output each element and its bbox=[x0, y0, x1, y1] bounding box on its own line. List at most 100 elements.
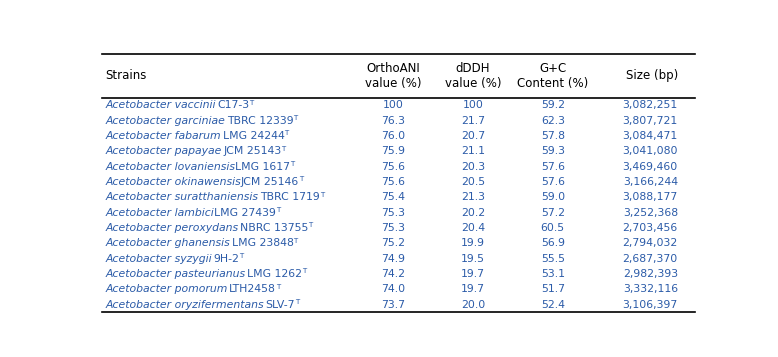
Text: Acetobacter papayae: Acetobacter papayae bbox=[105, 146, 222, 156]
Text: C17-3: C17-3 bbox=[217, 100, 250, 110]
Text: Acetobacter suratthaniensis: Acetobacter suratthaniensis bbox=[105, 192, 258, 202]
Text: T: T bbox=[293, 115, 298, 121]
Text: Acetobacter peroxydans: Acetobacter peroxydans bbox=[105, 223, 238, 233]
Text: LMG 27439: LMG 27439 bbox=[214, 208, 275, 218]
Text: T: T bbox=[282, 146, 286, 152]
Text: G+C: G+C bbox=[539, 62, 566, 75]
Text: Content (%): Content (%) bbox=[517, 77, 588, 90]
Text: dDDH: dDDH bbox=[456, 62, 490, 75]
Text: 59.2: 59.2 bbox=[541, 100, 565, 110]
Text: Acetobacter pomorum: Acetobacter pomorum bbox=[105, 284, 227, 294]
Text: Acetobacter garciniae: Acetobacter garciniae bbox=[105, 116, 225, 126]
Text: LMG 1617: LMG 1617 bbox=[235, 162, 290, 172]
Text: 2,687,370: 2,687,370 bbox=[622, 253, 678, 263]
Text: 2,982,393: 2,982,393 bbox=[622, 269, 678, 279]
Text: 73.7: 73.7 bbox=[381, 300, 405, 310]
Text: 76.3: 76.3 bbox=[381, 116, 405, 126]
Text: 74.9: 74.9 bbox=[381, 253, 405, 263]
Text: 2,703,456: 2,703,456 bbox=[622, 223, 678, 233]
Text: 3,469,460: 3,469,460 bbox=[622, 162, 678, 172]
Text: TBRC 1719: TBRC 1719 bbox=[260, 192, 320, 202]
Text: 3,252,368: 3,252,368 bbox=[622, 208, 678, 218]
Text: 9H-2: 9H-2 bbox=[213, 253, 240, 263]
Text: Acetobacter vaccinii: Acetobacter vaccinii bbox=[105, 100, 216, 110]
Text: 20.5: 20.5 bbox=[461, 177, 485, 187]
Text: 3,332,116: 3,332,116 bbox=[622, 284, 678, 294]
Text: T: T bbox=[276, 283, 280, 290]
Text: T: T bbox=[285, 130, 289, 136]
Text: T: T bbox=[295, 299, 300, 305]
Text: Strains: Strains bbox=[105, 69, 146, 82]
Text: Size (bp): Size (bp) bbox=[626, 69, 678, 82]
Text: LTH2458: LTH2458 bbox=[230, 284, 276, 294]
Text: 21.7: 21.7 bbox=[461, 116, 485, 126]
Text: Acetobacter ghanensis: Acetobacter ghanensis bbox=[105, 238, 230, 248]
Text: 3,041,080: 3,041,080 bbox=[622, 146, 678, 156]
Text: Acetobacter pasteurianus: Acetobacter pasteurianus bbox=[105, 269, 245, 279]
Text: Acetobacter oryzifermentans: Acetobacter oryzifermentans bbox=[105, 300, 264, 310]
Text: 62.3: 62.3 bbox=[541, 116, 565, 126]
Text: 59.0: 59.0 bbox=[541, 192, 565, 202]
Text: 75.6: 75.6 bbox=[381, 162, 405, 172]
Text: 59.3: 59.3 bbox=[541, 146, 565, 156]
Text: 20.2: 20.2 bbox=[461, 208, 485, 218]
Text: T: T bbox=[250, 100, 254, 106]
Text: LMG 23848: LMG 23848 bbox=[232, 238, 293, 248]
Text: 74.0: 74.0 bbox=[381, 284, 405, 294]
Text: Acetobacter lovaniensis: Acetobacter lovaniensis bbox=[105, 162, 235, 172]
Text: 100: 100 bbox=[462, 100, 483, 110]
Text: 20.3: 20.3 bbox=[461, 162, 485, 172]
Text: 100: 100 bbox=[383, 100, 404, 110]
Text: TBRC 12339: TBRC 12339 bbox=[226, 116, 293, 126]
Text: T: T bbox=[290, 161, 294, 167]
Text: 21.1: 21.1 bbox=[461, 146, 485, 156]
Text: T: T bbox=[275, 207, 280, 213]
Text: 74.2: 74.2 bbox=[381, 269, 405, 279]
Text: 57.2: 57.2 bbox=[541, 208, 565, 218]
Text: 3,082,251: 3,082,251 bbox=[622, 100, 678, 110]
Text: 19.5: 19.5 bbox=[461, 253, 485, 263]
Text: SLV-7: SLV-7 bbox=[265, 300, 295, 310]
Text: 76.0: 76.0 bbox=[381, 131, 405, 141]
Text: 20.0: 20.0 bbox=[461, 300, 485, 310]
Text: JCM 25143: JCM 25143 bbox=[223, 146, 282, 156]
Text: 53.1: 53.1 bbox=[541, 269, 565, 279]
Text: LMG 24244: LMG 24244 bbox=[223, 131, 285, 141]
Text: 57.6: 57.6 bbox=[541, 177, 565, 187]
Text: 75.3: 75.3 bbox=[381, 223, 405, 233]
Text: NBRC 13755: NBRC 13755 bbox=[240, 223, 308, 233]
Text: 75.9: 75.9 bbox=[381, 146, 405, 156]
Text: T: T bbox=[293, 237, 298, 243]
Text: 19.9: 19.9 bbox=[461, 238, 485, 248]
Text: Acetobacter fabarum: Acetobacter fabarum bbox=[105, 131, 221, 141]
Text: 21.3: 21.3 bbox=[461, 192, 485, 202]
Text: 75.4: 75.4 bbox=[381, 192, 405, 202]
Text: 19.7: 19.7 bbox=[461, 269, 485, 279]
Text: OrthoANI: OrthoANI bbox=[366, 62, 420, 75]
Text: LMG 1262: LMG 1262 bbox=[247, 269, 302, 279]
Text: Acetobacter syzygii: Acetobacter syzygii bbox=[105, 253, 212, 263]
Text: Acetobacter okinawensis: Acetobacter okinawensis bbox=[105, 177, 241, 187]
Text: 19.7: 19.7 bbox=[461, 284, 485, 294]
Text: 60.5: 60.5 bbox=[541, 223, 565, 233]
Text: T: T bbox=[320, 192, 324, 198]
Text: value (%): value (%) bbox=[365, 77, 421, 90]
Text: 57.6: 57.6 bbox=[541, 162, 565, 172]
Text: 52.4: 52.4 bbox=[541, 300, 565, 310]
Text: 75.6: 75.6 bbox=[381, 177, 405, 187]
Text: 56.9: 56.9 bbox=[541, 238, 565, 248]
Text: JCM 25146: JCM 25146 bbox=[241, 177, 299, 187]
Text: 3,166,244: 3,166,244 bbox=[622, 177, 678, 187]
Text: 3,807,721: 3,807,721 bbox=[622, 116, 678, 126]
Text: 57.8: 57.8 bbox=[541, 131, 565, 141]
Text: 3,088,177: 3,088,177 bbox=[622, 192, 678, 202]
Text: T: T bbox=[240, 253, 244, 259]
Text: T: T bbox=[308, 222, 313, 228]
Text: 20.4: 20.4 bbox=[461, 223, 485, 233]
Text: T: T bbox=[299, 176, 303, 182]
Text: 2,794,032: 2,794,032 bbox=[622, 238, 678, 248]
Text: 75.3: 75.3 bbox=[381, 208, 405, 218]
Text: Acetobacter lambici: Acetobacter lambici bbox=[105, 208, 214, 218]
Text: 75.2: 75.2 bbox=[381, 238, 405, 248]
Text: 3,106,397: 3,106,397 bbox=[622, 300, 678, 310]
